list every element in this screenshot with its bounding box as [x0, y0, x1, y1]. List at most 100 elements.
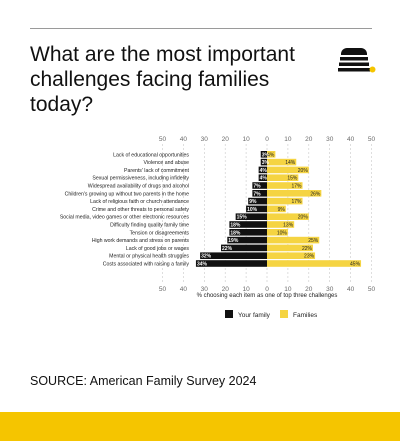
value-label-families: 15% — [287, 176, 298, 182]
top-tick-labels: 50 40 30 20 10 0 10 20 30 40 50 — [159, 136, 376, 143]
source-note: SOURCE: American Family Survey 2024 — [30, 374, 257, 388]
bar-families — [267, 252, 316, 259]
value-label-families: 9% — [278, 207, 286, 213]
category-label: Widespread availability of drugs and alc… — [88, 184, 189, 190]
tick-label: 10 — [284, 136, 292, 143]
bar-families — [267, 197, 303, 205]
tick-label: 30 — [201, 286, 209, 293]
bar-your-family — [235, 213, 267, 220]
bar-families — [267, 229, 288, 236]
value-label-families: 23% — [304, 254, 315, 260]
value-label-families: 17% — [292, 199, 303, 205]
tick-label: 30 — [201, 136, 209, 143]
bar-families — [267, 260, 362, 267]
bar-your-family — [258, 174, 267, 181]
category-label: Tension or disagreements — [130, 230, 190, 236]
bar-your-family — [200, 252, 267, 259]
bar-your-family — [260, 151, 267, 158]
value-label-your-family: 22% — [222, 246, 233, 252]
bar-families — [267, 182, 303, 189]
tick-label: 10 — [242, 286, 250, 293]
bottom-accent-band — [0, 412, 400, 441]
value-label-your-family: 3% — [262, 160, 270, 166]
page-title: What are the most important challenges f… — [30, 43, 295, 116]
chart-bars — [195, 151, 362, 267]
tick-label: 40 — [180, 286, 188, 293]
value-label-families: 4% — [267, 152, 275, 158]
chart-legend: Your family Families — [225, 310, 318, 319]
value-label-families: 20% — [298, 168, 309, 174]
value-label-your-family: 4% — [260, 176, 268, 182]
legend-label-your-family: Your family — [238, 312, 271, 319]
tick-label: 50 — [368, 286, 376, 293]
category-label: Children's growing up without two parent… — [65, 191, 190, 197]
tick-label: 10 — [242, 136, 250, 143]
bar-your-family — [227, 236, 267, 244]
legend-swatch-your-family — [225, 310, 233, 318]
value-label-your-family: 34% — [197, 262, 208, 268]
value-label-your-family: 3% — [262, 152, 270, 158]
bar-your-family — [252, 190, 267, 197]
bottom-tick-labels: 50 40 30 20 10 0 10 20 30 40 50 — [159, 286, 376, 293]
value-label-families: 45% — [350, 262, 361, 268]
bar-families — [267, 166, 309, 174]
category-labels: Lack of educational opportunities Violenc… — [60, 152, 190, 267]
bar-families — [267, 244, 313, 252]
value-label-families: 22% — [302, 246, 313, 252]
tick-label: 20 — [305, 286, 313, 293]
bar-families — [267, 205, 286, 213]
value-label-families: 10% — [277, 230, 288, 236]
category-label: Social media, video games or other elect… — [60, 215, 190, 221]
tick-label: 50 — [159, 286, 167, 293]
value-label-your-family: 7% — [253, 191, 261, 197]
value-label-families: 17% — [292, 184, 303, 190]
value-label-your-family: 19% — [228, 238, 239, 244]
tick-label: 50 — [368, 136, 376, 143]
tick-label: 30 — [326, 286, 334, 293]
category-label: Lack of religious faith or church attend… — [90, 199, 189, 205]
chart-gridlines — [162, 144, 372, 282]
category-label: Mental or physical health struggles — [109, 254, 189, 260]
value-label-your-family: 15% — [237, 215, 248, 221]
value-label-families: 14% — [285, 160, 296, 166]
value-label-your-family: 4% — [260, 168, 268, 174]
tick-label: 0 — [265, 136, 269, 143]
legend-label-families: Families — [293, 312, 318, 319]
tick-label: 10 — [284, 286, 292, 293]
value-label-your-family: 10% — [247, 207, 258, 213]
value-label-families: 20% — [298, 215, 309, 221]
bar-families — [267, 151, 276, 158]
bar-families — [267, 190, 322, 197]
tick-label: 0 — [265, 286, 269, 293]
bar-your-family — [221, 244, 267, 252]
category-label: Crime and other threats to personal safe… — [92, 207, 189, 213]
bar-your-family — [260, 158, 267, 166]
bar-your-family — [248, 197, 267, 205]
bar-your-family — [246, 205, 267, 213]
bar-families — [267, 221, 295, 228]
tick-label: 20 — [222, 136, 230, 143]
tick-label: 40 — [347, 286, 355, 293]
category-label: Sexual permissiveness, including infidel… — [92, 176, 189, 182]
category-label: High work demands and stress on parents — [92, 238, 190, 244]
bar-your-family — [229, 229, 267, 236]
value-label-your-family: 7% — [253, 184, 261, 190]
category-label: Parents' lack of commitment — [124, 168, 190, 174]
value-label-your-family: 32% — [201, 254, 212, 260]
legend-swatch-families — [280, 310, 288, 318]
beehive-logo-icon — [338, 48, 376, 73]
bar-families — [267, 174, 299, 181]
tick-label: 40 — [180, 136, 188, 143]
category-label: Violence and abuse — [144, 160, 190, 166]
top-divider — [30, 28, 372, 29]
category-label: Lack of good jobs or wages — [126, 246, 190, 252]
bar-your-family — [195, 260, 267, 267]
bar-families — [267, 236, 320, 244]
bar-families — [267, 213, 309, 220]
bar-your-family — [252, 182, 267, 189]
bar-value-labels: 3%4%3% 14%4% 20%4% 15%7% 17%7% 26%9% 17%10% 9%1… — [197, 152, 361, 267]
value-label-families: 26% — [310, 191, 321, 197]
bar-your-family — [258, 166, 267, 174]
diverging-bar-chart: 50 40 30 20 10 0 10 20 30 40 50 50 40 30 20 10 0 10 20 30 4… — [60, 136, 376, 319]
tick-label: 40 — [347, 136, 355, 143]
